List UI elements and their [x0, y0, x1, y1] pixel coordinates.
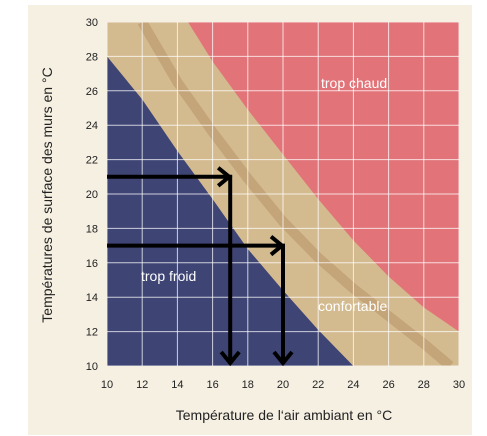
- y-tick-label: 30: [86, 17, 98, 29]
- x-tick-label: 16: [206, 379, 218, 391]
- label-trop-chaud: trop chaud: [321, 75, 387, 91]
- x-tick-label: 18: [242, 379, 254, 391]
- comfort-chart: 10 12 14 16 18 20 22 24 26 28 30 10 12 14 16 18 20 22 24 2…: [39, 17, 465, 423]
- x-tick-label: 20: [277, 379, 289, 391]
- reading-arrows: [107, 166, 294, 366]
- arrow-head-down: [219, 350, 241, 366]
- arrow-head-down: [272, 350, 294, 366]
- grid: [107, 22, 459, 366]
- chart-panel: 10 12 14 16 18 20 22 24 26 28 30 10 12 14 16 18 20 22 24 2…: [28, 5, 472, 435]
- comfort-centerline: [137, 22, 454, 366]
- y-tick-label: 24: [86, 120, 98, 132]
- x-tick-label: 14: [171, 379, 183, 391]
- x-tick-label: 28: [418, 379, 430, 391]
- x-axis-title: Température de l‘air ambiant en °C: [176, 407, 392, 423]
- y-tick-label: 22: [86, 155, 98, 167]
- y-tick-label: 10: [86, 361, 98, 373]
- label-confortable: confortable: [318, 298, 387, 314]
- x-tick-label: 30: [453, 379, 465, 391]
- y-tick-labels: 10 12 14 16 18 20 22 24 26 28 30: [86, 17, 98, 373]
- x-tick-label: 22: [312, 379, 324, 391]
- x-tick-labels: 10 12 14 16 18 20 22 24 26 28 30: [101, 379, 465, 391]
- y-tick-label: 28: [86, 51, 98, 63]
- y-tick-label: 26: [86, 86, 98, 98]
- y-tick-label: 20: [86, 189, 98, 201]
- x-tick-label: 10: [101, 379, 113, 391]
- y-tick-label: 12: [86, 327, 98, 339]
- hot-zone: [187, 22, 459, 332]
- y-axis-title: Températures de surface des murs en °C: [39, 67, 55, 322]
- x-tick-label: 26: [382, 379, 394, 391]
- cold-zone: [107, 56, 354, 366]
- y-tick-label: 14: [86, 292, 98, 304]
- label-trop-froid: trop froid: [141, 268, 196, 284]
- y-tick-label: 18: [86, 223, 98, 235]
- x-tick-label: 12: [136, 379, 148, 391]
- y-tick-label: 16: [86, 258, 98, 270]
- x-tick-label: 24: [347, 379, 359, 391]
